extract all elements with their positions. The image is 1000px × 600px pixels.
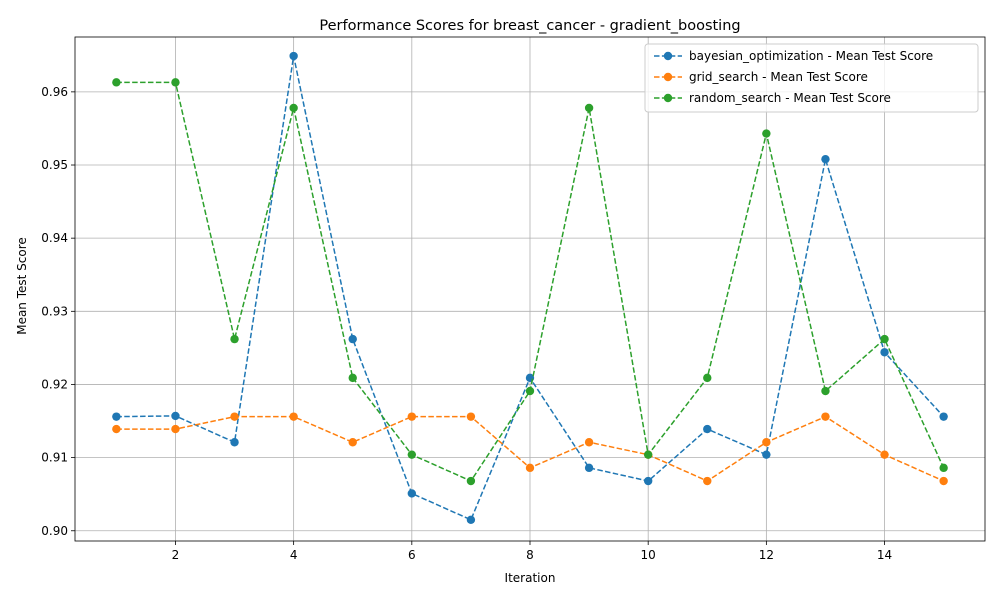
- data-point: [112, 78, 121, 87]
- data-point: [643, 450, 653, 459]
- legend-marker: [663, 51, 673, 61]
- data-point: [939, 476, 948, 486]
- data-point: [289, 51, 298, 61]
- y-tick-label: 0.93: [41, 304, 68, 318]
- legend-marker: [663, 72, 673, 82]
- data-point: [880, 334, 889, 344]
- y-tick-label: 0.92: [41, 377, 68, 391]
- y-tick-label: 0.90: [41, 524, 68, 538]
- x-axis-label: Iteration: [505, 571, 556, 585]
- chart-title: Performance Scores for breast_cancer - g…: [319, 18, 740, 34]
- x-tick-label: 14: [877, 548, 892, 562]
- legend: bayesian_optimization - Mean Test Score g…: [644, 43, 979, 113]
- series-0: [112, 51, 948, 524]
- data-point: [643, 476, 653, 486]
- legend-box: [644, 43, 979, 113]
- data-point: [880, 450, 889, 459]
- legend-label: grid_search - Mean Test Score: [689, 70, 868, 84]
- data-point: [584, 103, 594, 113]
- x-tick-label: 4: [290, 548, 298, 562]
- y-tick-label: 0.95: [41, 158, 68, 172]
- data-point: [407, 412, 417, 421]
- legend-label: random_search - Mean Test Score: [689, 91, 891, 105]
- data-point: [230, 412, 239, 421]
- data-point: [348, 373, 357, 383]
- data-point: [112, 424, 121, 434]
- data-point: [821, 154, 830, 164]
- data-point: [703, 373, 712, 383]
- data-point: [821, 412, 830, 421]
- data-point: [289, 412, 298, 421]
- data-point: [171, 411, 180, 421]
- data-point: [466, 476, 476, 486]
- y-tick-label: 0.94: [41, 231, 68, 245]
- data-point: [584, 463, 594, 473]
- legend-entry: grid_search - Mean Test Score: [654, 70, 868, 84]
- legend-label: bayesian_optimization - Mean Test Score: [689, 49, 933, 63]
- data-point: [407, 450, 417, 459]
- y-axis-label: Mean Test Score: [15, 237, 29, 335]
- series-2: [112, 78, 948, 486]
- x-tick-label: 6: [408, 548, 416, 562]
- data-point: [407, 489, 417, 498]
- data-point: [703, 476, 712, 486]
- data-point: [230, 334, 239, 344]
- x-tick-label: 12: [759, 548, 774, 562]
- data-point: [762, 129, 771, 138]
- data-point: [289, 103, 298, 113]
- data-point: [703, 424, 712, 434]
- x-tick-label: 8: [526, 548, 534, 562]
- data-point: [348, 334, 357, 344]
- data-point: [230, 438, 239, 447]
- legend-entry: bayesian_optimization - Mean Test Score: [654, 49, 933, 63]
- y-tick-label: 0.91: [41, 451, 68, 465]
- data-point: [171, 424, 180, 434]
- series-group: [112, 51, 948, 524]
- data-point: [880, 348, 889, 357]
- legend-entry: random_search - Mean Test Score: [654, 91, 891, 105]
- legend-marker: [663, 93, 673, 103]
- data-point: [584, 438, 594, 447]
- data-point: [466, 515, 476, 524]
- y-tick-label: 0.96: [41, 85, 68, 99]
- data-point: [348, 438, 357, 447]
- data-point: [525, 386, 535, 396]
- data-point: [821, 386, 830, 396]
- data-point: [939, 463, 948, 473]
- data-point: [939, 412, 948, 421]
- x-tick-label: 2: [172, 548, 180, 562]
- data-point: [171, 78, 180, 87]
- data-point: [112, 412, 121, 421]
- data-point: [762, 450, 771, 459]
- data-point: [762, 438, 771, 447]
- x-tick-label: 10: [641, 548, 656, 562]
- data-point: [525, 463, 535, 473]
- axes: 2 4 6 8 10 12 14 0.90 0.91 0.92 0.93 0.94 0.95 0.96: [41, 85, 892, 562]
- data-point: [466, 412, 476, 421]
